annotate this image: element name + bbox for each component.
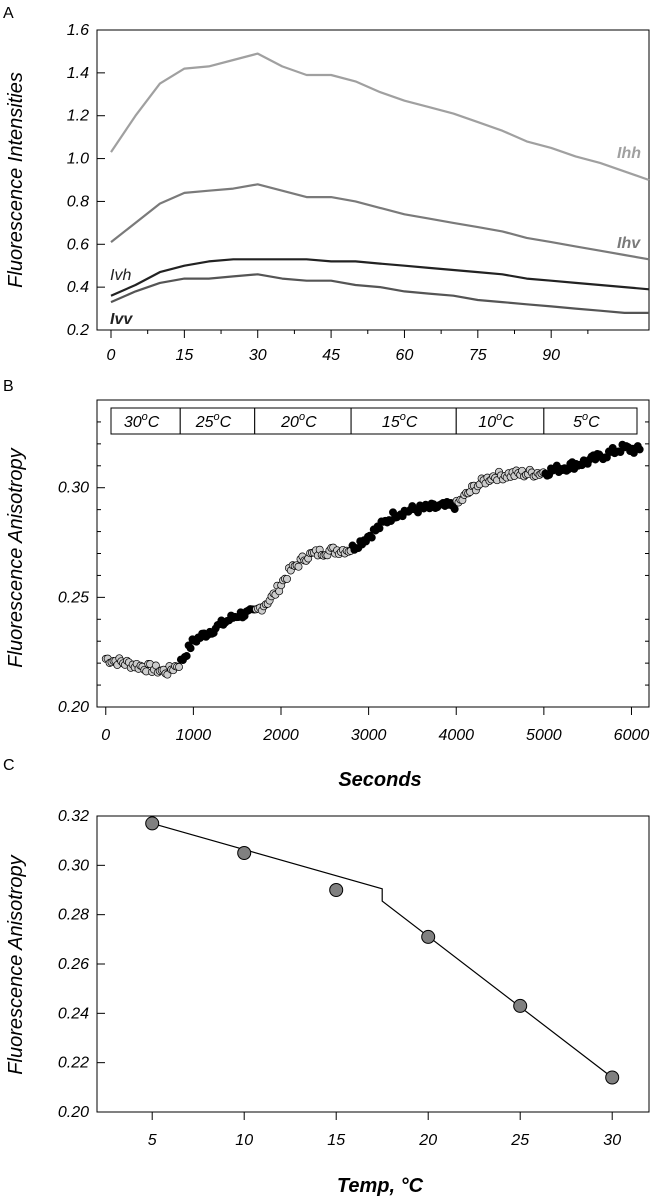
panel-c-ytick-label: 0.22	[58, 1055, 89, 1072]
panel-b-xtick-label: 1000	[176, 727, 212, 744]
panel-a-xtick-label: 75	[469, 347, 487, 364]
panel-a-ytick-label: 1.6	[67, 22, 89, 39]
panel-c-xtick-label: 20	[418, 1132, 437, 1149]
panel-a-xtick-label: 15	[175, 347, 193, 364]
panel-c-ytick-label: 0.30	[58, 857, 89, 874]
panel-a-ytick-label: 1.4	[67, 65, 89, 82]
panel-c-xtick-label: 30	[603, 1132, 621, 1149]
series-line-ivh	[110, 258, 650, 297]
panel-c-ytick-label: 0.20	[58, 1104, 89, 1121]
panel-a-ylabel: Fluorescence Intensities	[5, 72, 27, 288]
panel-c-ytick-label: 0.24	[58, 1005, 89, 1022]
panel-label-a: A	[3, 5, 14, 22]
panel-c-xtick-label: 15	[327, 1132, 345, 1149]
series-label-ivh: Ivh	[110, 267, 131, 284]
panel-c-xlabel: Temp, °C	[337, 1175, 424, 1197]
panel-a-ytick-label: 1.0	[67, 151, 89, 168]
temperature-box	[254, 407, 352, 435]
data-point	[605, 1070, 620, 1085]
temperature-box	[110, 407, 181, 435]
data-point	[186, 644, 195, 653]
panel-a-ytick-label: 0.6	[67, 236, 89, 253]
panel-b-ytick-label: 0.20	[58, 699, 89, 716]
temperature-label: 5oC	[573, 411, 600, 431]
temperature-box	[543, 407, 638, 435]
panel-a-ytick-label: 0.2	[67, 322, 89, 339]
panel-c-xtick-label: 25	[510, 1132, 529, 1149]
series-label-ihv: Ihv	[617, 235, 641, 252]
data-point	[283, 574, 291, 583]
data-point	[237, 846, 252, 860]
series-line-ivv	[110, 273, 649, 314]
panel-c-xtick-label: 5	[148, 1132, 157, 1149]
panel-c-ytick-label: 0.26	[58, 956, 89, 973]
panel-b-xtick-label: 6000	[614, 727, 650, 744]
panel-a-ytick-label: 0.8	[67, 193, 89, 210]
data-point	[635, 445, 644, 454]
panel-c-ylabel: Fluorescence Anisotropy	[5, 854, 27, 1074]
temperature-label: 10oC	[478, 411, 514, 431]
panel-a-xtick-label: 0	[107, 347, 116, 364]
panel-b-xlabel: Seconds	[338, 769, 421, 791]
panel-a-frame	[96, 29, 650, 331]
panel-label-b: B	[3, 378, 14, 395]
panel-b-xtick-label: 5000	[526, 727, 562, 744]
data-point	[175, 663, 183, 671]
data-point	[367, 533, 376, 542]
panel-b-xtick-label: 0	[101, 727, 110, 744]
panel-a-xtick-label: 60	[396, 347, 414, 364]
data-point	[294, 562, 303, 571]
panel-b-xtick-label: 2000	[262, 727, 299, 744]
panel-b-ytick-label: 0.30	[58, 480, 89, 497]
data-point	[421, 929, 436, 944]
series-line-ihv	[110, 183, 650, 261]
data-point	[151, 661, 160, 670]
temperature-box	[179, 407, 256, 435]
temperature-label: 25oC	[195, 411, 232, 431]
panel-b-xtick-label: 4000	[438, 727, 474, 744]
panel-c-ytick-label: 0.32	[58, 808, 89, 825]
panel-c-chart: 0.20 0.22 0.24 0.26 0.28 0.30 0.32 5 10 15 20 25 30	[58, 808, 650, 1149]
panel-c-frame	[96, 815, 650, 1113]
data-point	[450, 505, 459, 514]
panel-a-xtick-label: 45	[322, 347, 340, 364]
panel-b-ylabel: Fluorescence Anisotropy	[5, 447, 27, 667]
panel-a-ytick-label: 0.4	[67, 279, 89, 296]
temperature-label: 30oC	[124, 411, 160, 431]
data-point	[375, 524, 384, 533]
panel-c-ytick-label: 0.28	[58, 907, 89, 924]
panel-b-xtick-label: 3000	[351, 727, 387, 744]
temperature-label: 20oC	[280, 411, 317, 431]
panel-a-xtick-label: 30	[249, 347, 267, 364]
fit-line	[152, 822, 613, 1078]
temperature-label: 15oC	[382, 411, 418, 431]
panel-b-ytick-label: 0.25	[58, 589, 89, 606]
temperature-box	[350, 407, 457, 435]
panel-c-xtick-label: 10	[235, 1132, 253, 1149]
panel-a-chart: 0.2 0.4 0.6 0.8 1.0 1.2 1.4 1.6 0 15 30 45 60 75 90 Ihh…	[67, 22, 650, 364]
data-point	[145, 816, 160, 831]
series-label-ihh: Ihh	[617, 145, 641, 162]
data-point	[329, 883, 344, 897]
panel-a-xtick-label: 90	[542, 347, 560, 364]
series-line-ihh	[110, 52, 650, 182]
panel-label-c: C	[3, 757, 15, 774]
panel-b-chart: 0.20 0.25 0.30 0 1000 2000 3000 4000 5000 6000 30o…	[58, 399, 650, 744]
series-label-ivv: Ivv	[110, 311, 133, 328]
temperature-box	[455, 407, 545, 435]
panel-a-ytick-label: 1.2	[67, 108, 89, 125]
data-point	[513, 998, 528, 1013]
data-point	[182, 652, 191, 660]
